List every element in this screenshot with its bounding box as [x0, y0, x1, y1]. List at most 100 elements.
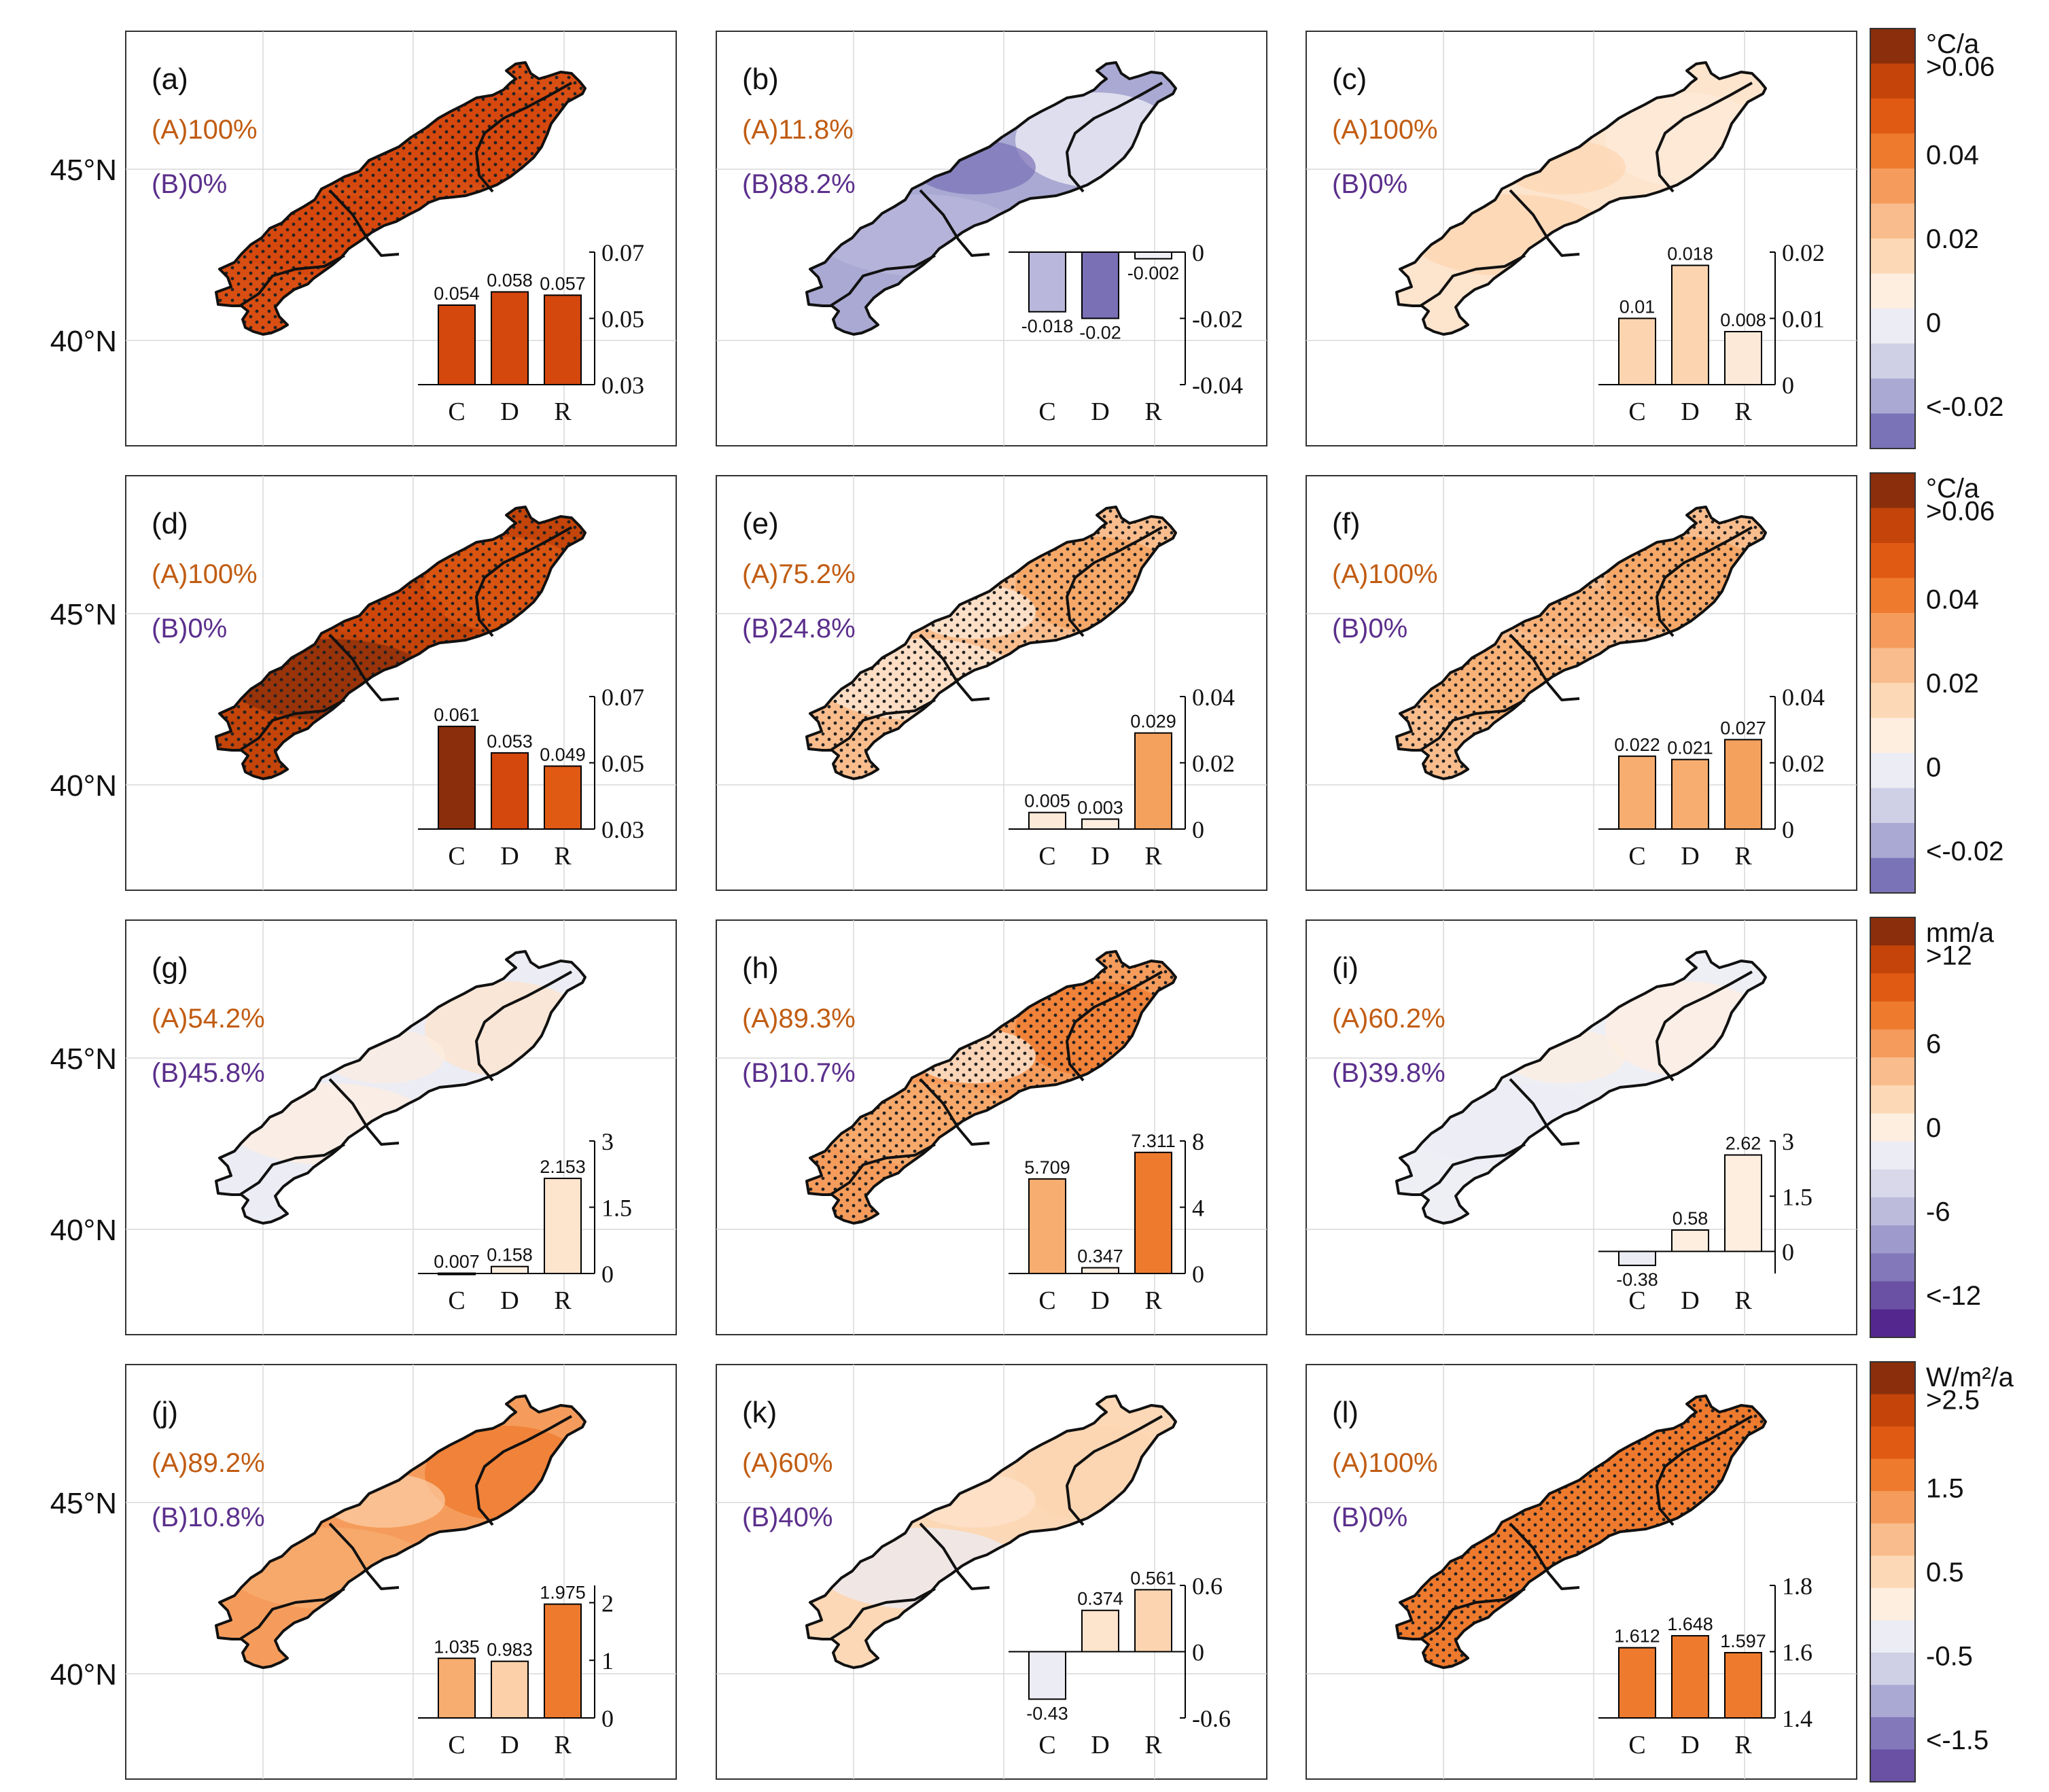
colorbar-frame — [1870, 917, 1916, 1338]
panel-label: (b) — [742, 63, 779, 96]
subregion-boundary — [829, 254, 936, 307]
inset-category-label: C — [1038, 1731, 1055, 1759]
colorbar-unit: °C/a — [1926, 29, 1980, 59]
share-a-label: (A)11.8% — [742, 115, 854, 145]
share-a-label: (A)60% — [742, 1448, 833, 1478]
inset-bar-D — [491, 1660, 529, 1719]
colorbar-1: °C/a>0.06 0.04 0.02 0 <-0.02 — [1870, 28, 2004, 449]
colorbar-frame — [1870, 28, 1916, 449]
panel-frame — [125, 475, 677, 891]
share-a-label: (A)75.2% — [742, 559, 856, 589]
inset-category-label: R — [554, 1731, 572, 1759]
latitude-label: 40°N — [50, 325, 117, 358]
colorbar-tick-label: 0 — [1926, 309, 1941, 338]
colorbar-segment — [1870, 1029, 1915, 1058]
inset-ytick-label: 1.6 — [1782, 1639, 1812, 1666]
colorbar-segment — [1870, 99, 1915, 134]
inset-value-label: -0.002 — [1127, 263, 1180, 283]
panel-d: (d)(A)100%(B)0%0.070.050.030.061C0.053D0… — [125, 475, 677, 891]
inset-category-label: D — [1681, 1731, 1699, 1759]
inset-ytick-label: 0.05 — [601, 306, 644, 333]
panel-frame — [1306, 31, 1857, 446]
inset-ytick-label: 3 — [1782, 1128, 1794, 1155]
inset-bar-D — [1081, 251, 1119, 319]
inset-ytick-label: 0.03 — [601, 816, 644, 843]
colorbar-segment — [1870, 1141, 1915, 1170]
inset-category-label: C — [1038, 842, 1055, 871]
share-b-label: (B)0% — [1332, 169, 1407, 199]
inset-ytick-label: -0.04 — [1192, 372, 1243, 399]
map-outline — [805, 506, 1177, 780]
map-outline — [1395, 61, 1767, 336]
subregion-boundary — [239, 1143, 345, 1196]
inset-ytick-label: 0 — [1192, 1639, 1204, 1666]
colorbar-tick-label: 0 — [1926, 753, 1941, 783]
colorbar-segment — [1870, 1685, 1915, 1718]
share-a-label: (A)100% — [152, 115, 258, 145]
inset-ytick-label: 1.8 — [1782, 1573, 1812, 1600]
colorbar-segment — [1870, 718, 1915, 754]
inset-category-label: C — [448, 842, 465, 871]
inset-category-label: D — [1091, 398, 1109, 426]
inset-category-label: R — [1144, 842, 1162, 871]
map-significance-stipple — [807, 507, 1176, 779]
colorbar-segment — [1870, 508, 1915, 544]
colorbar-segment — [1870, 1281, 1915, 1310]
inset-category-label: R — [554, 398, 572, 426]
colorbar-tick-label: 6 — [1926, 1029, 1941, 1059]
inset-value-label: -0.018 — [1021, 316, 1074, 336]
panel-label: (a) — [152, 63, 188, 96]
inset-bar-R — [1134, 732, 1172, 830]
share-a-label: (A)100% — [1332, 1448, 1438, 1478]
inset-value-label: -0.02 — [1079, 323, 1121, 343]
colorbar-segment — [1870, 1169, 1915, 1198]
subregion-boundary — [1656, 82, 1753, 193]
inset-bar-D — [491, 752, 529, 830]
inset-ytick-label: 1.4 — [1782, 1705, 1812, 1732]
colorbar-tick-label: >12 — [1926, 941, 1972, 971]
inset-value-label: 0.561 — [1130, 1568, 1176, 1588]
inset-category-label: D — [1091, 1731, 1109, 1759]
inset-value-label: 0.983 — [487, 1640, 533, 1660]
subregion-boundary — [1066, 1415, 1163, 1526]
subregion-boundary — [475, 970, 572, 1082]
inset-bar-chart: 0.6 0 -0.6 -0.43 C 0.374 D 0.561 R — [1009, 1568, 1231, 1759]
subregion-boundary — [328, 189, 400, 257]
inset-category-label: R — [1144, 1286, 1162, 1315]
share-b-label: (B)10.7% — [742, 1058, 856, 1088]
inset-bar-D — [491, 1265, 529, 1275]
colorbar-segment — [1870, 973, 1915, 1002]
inset-value-label: 0.049 — [540, 744, 586, 765]
panel-b: (b) (A)11.8% (B)88.2% 0 -0.02 -0.04 -0.018 C -0.… — [716, 31, 1267, 446]
inset-ytick-label: 0.04 — [1782, 684, 1825, 711]
subregion-boundary — [919, 1522, 990, 1590]
inset-value-label: 1.597 — [1720, 1631, 1766, 1651]
inset-bar-chart: 0.07 0.05 0.03 0.054 C 0.058 D 0.057 R — [418, 239, 644, 426]
panel-label: (j) — [152, 1396, 178, 1429]
inset-bar-R — [544, 1603, 582, 1719]
colorbar-tick-label: 0.02 — [1926, 669, 1979, 699]
colorbar-segment — [1870, 1362, 1915, 1395]
inset-bar-C — [1618, 1250, 1656, 1267]
colorbar-segment — [1870, 823, 1915, 858]
colorbar-2: °C/a>0.06 0.04 0.02 0 <-0.02 — [1870, 472, 2004, 894]
map-significance-stipple — [1397, 507, 1766, 779]
inset-bar-C — [1618, 1647, 1656, 1719]
inset-category-label: D — [500, 398, 519, 426]
colorbar-segment — [1870, 1458, 1915, 1492]
colorbar-segment — [1870, 473, 1915, 508]
inset-ytick-label: 0.02 — [1192, 750, 1235, 777]
inset-ytick-label: 1.5 — [601, 1195, 632, 1222]
inset-category-label: C — [448, 398, 465, 426]
share-a-label: (A)89.3% — [742, 1004, 856, 1034]
inset-value-label: 0.005 — [1024, 791, 1070, 811]
colorbar-segment — [1870, 1523, 1915, 1556]
inset-bar-R — [544, 765, 582, 830]
inset-category-label: D — [1091, 1286, 1109, 1315]
inset-bar-chart: 0.04 0.02 0 0.022 C 0.021 D 0.027 R — [1598, 684, 1825, 871]
inset-bar-C — [438, 1657, 476, 1719]
latitude-label: 40°N — [50, 1214, 117, 1247]
subregion-boundary — [829, 1587, 936, 1640]
inset-bar-chart: 2 1 0 1.035 C 0.983 D 1.975 R — [418, 1583, 614, 1759]
inset-bar-D — [1081, 1267, 1119, 1274]
